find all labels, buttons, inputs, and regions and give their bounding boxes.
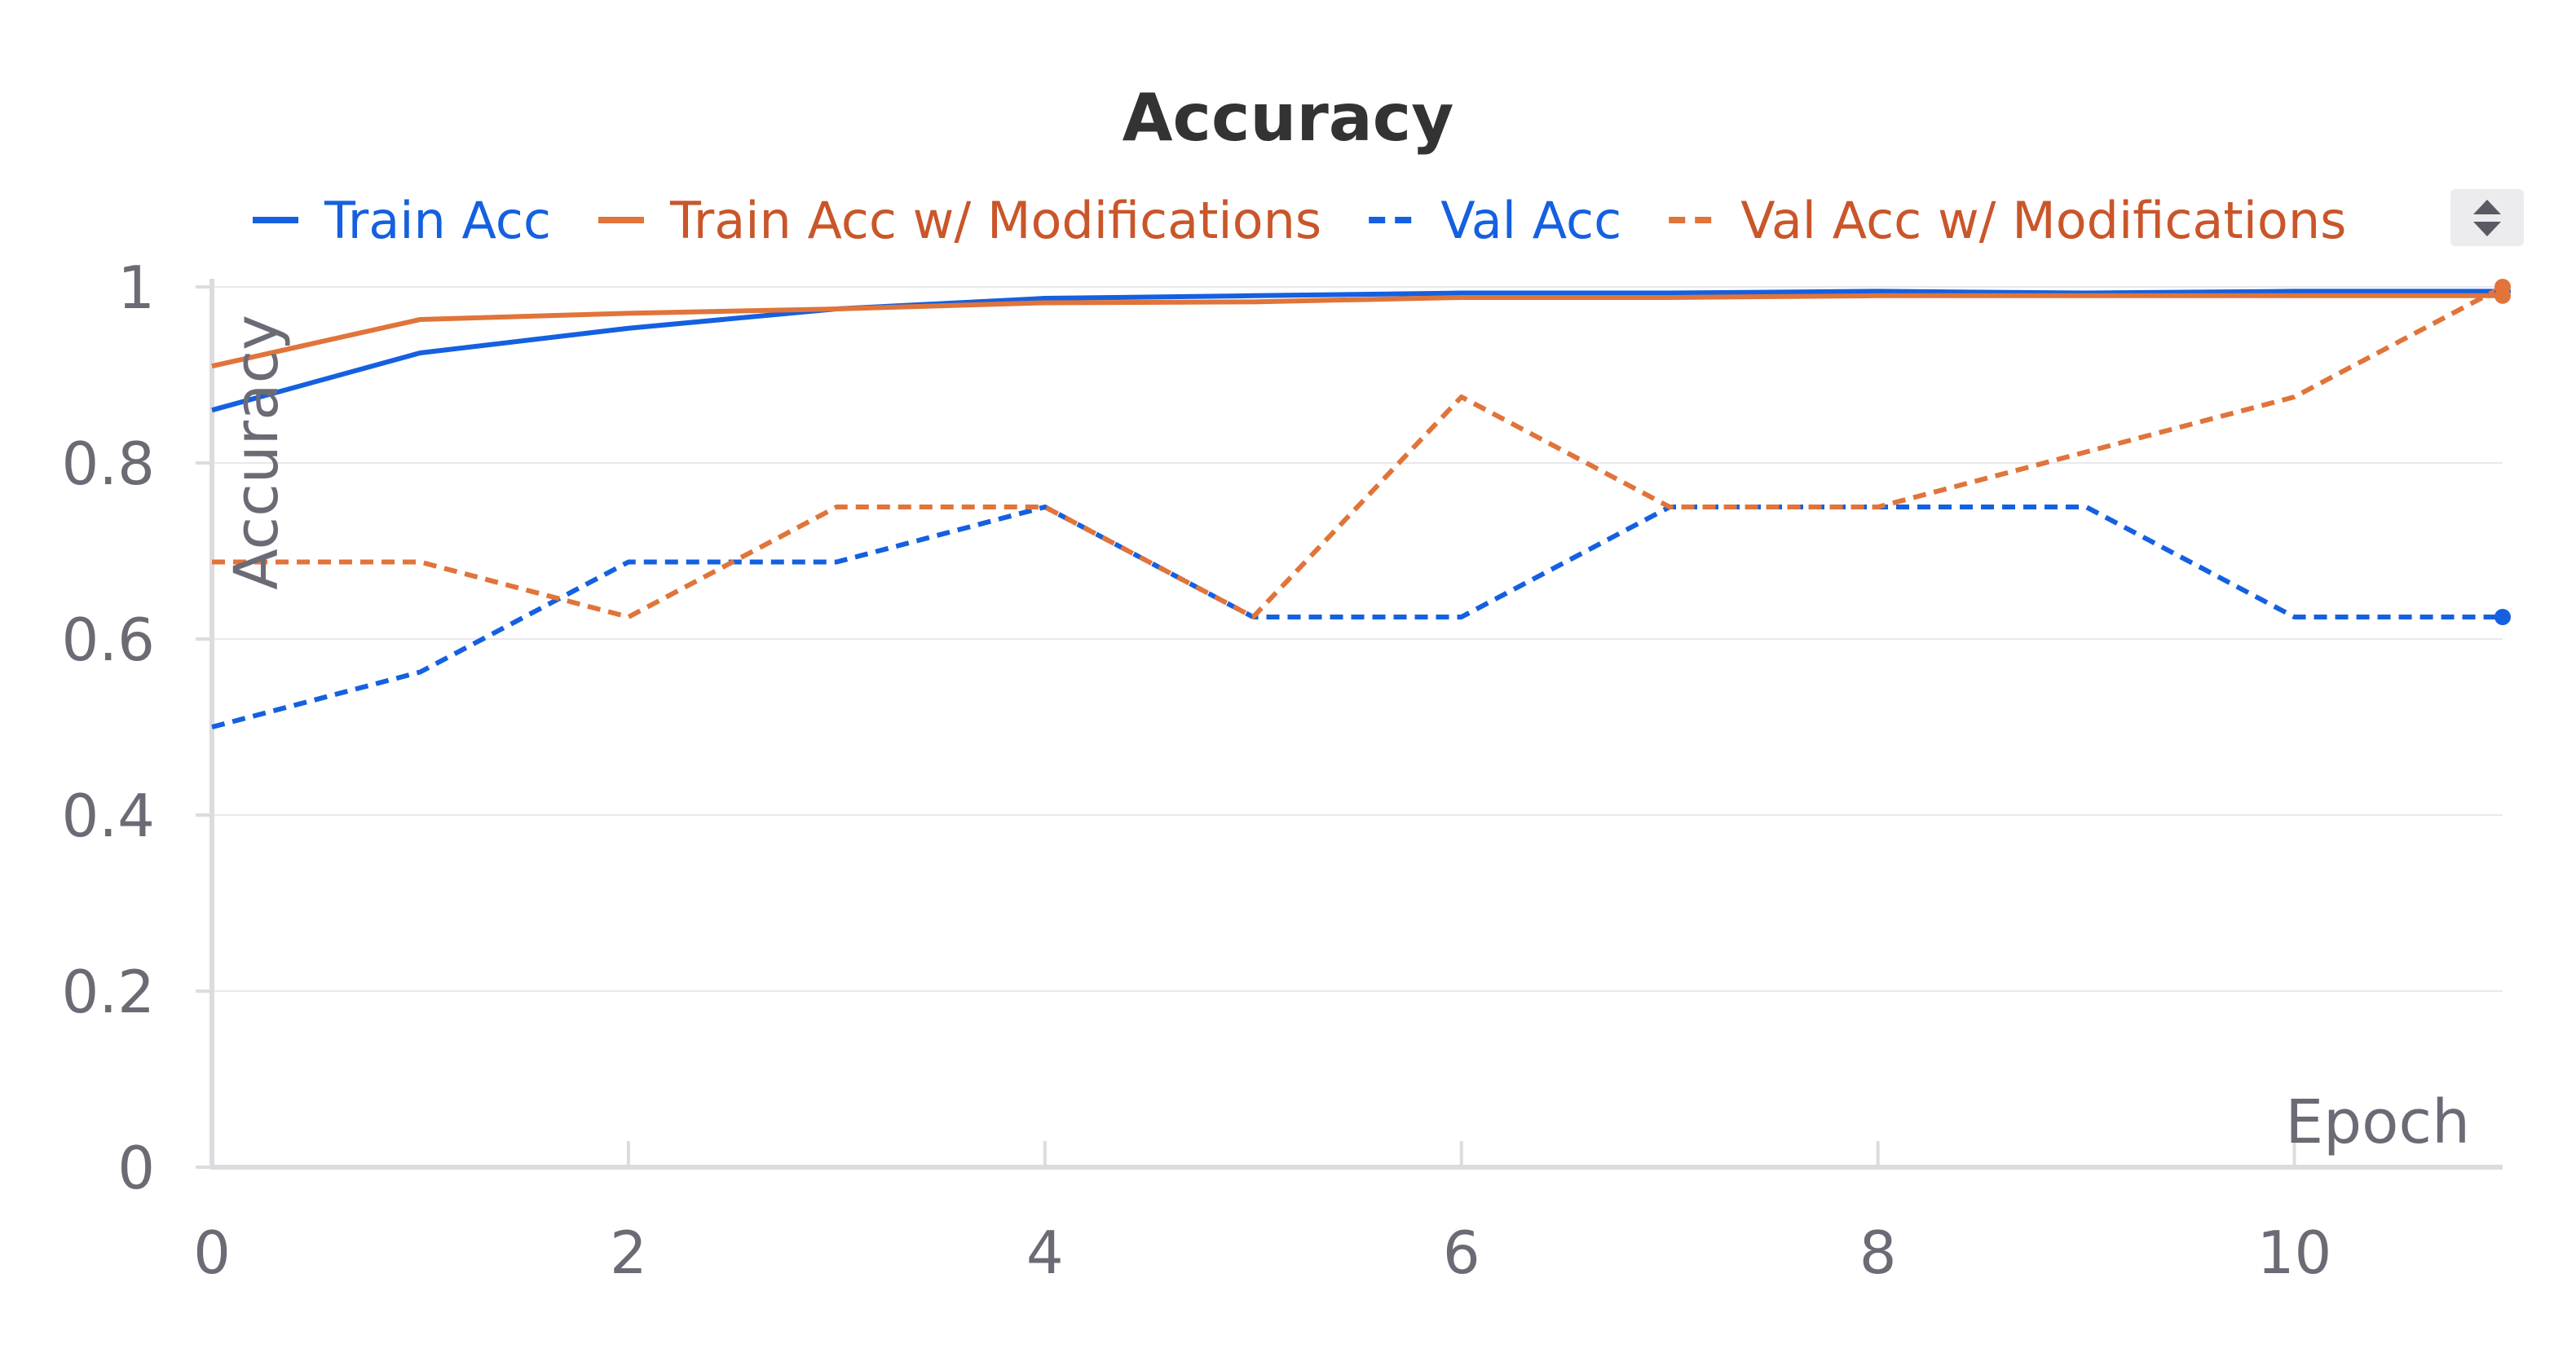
legend-item-val-acc[interactable]: Val Acc	[1369, 191, 1621, 250]
series-line-train-acc-w-modifications[interactable]	[211, 293, 2503, 369]
legend-item-train-acc-w-modifications[interactable]: Train Acc w/ Modifications	[598, 191, 1321, 250]
series-endpoint-val-acc[interactable]	[2494, 609, 2511, 625]
series-line-val-acc-w-modifications[interactable]	[212, 284, 2504, 619]
y-axis-label: Accuracy	[222, 315, 292, 590]
legend-label: Val Acc w/ Modifications	[1740, 191, 2346, 250]
series-line-train-acc[interactable]	[211, 289, 2503, 413]
legend: Train Acc Train Acc w/ Modifications Val A…	[253, 191, 2346, 250]
y-tick-label: 0	[117, 1134, 155, 1202]
x-tick-label: 0	[193, 1219, 231, 1287]
legend-item-val-acc-w-modifications[interactable]: Val Acc w/ Modifications	[1669, 191, 2346, 250]
legend-label: Train Acc	[324, 191, 551, 250]
series-lines	[211, 279, 2511, 729]
x-tick-label: 10	[2257, 1219, 2332, 1287]
sort-arrows-icon-down	[2473, 222, 2501, 236]
legend-scroll-background	[2450, 189, 2524, 246]
x-axis-label: Epoch	[2285, 1087, 2470, 1157]
sort-arrows-icon	[2473, 200, 2501, 214]
y-tick-label: 1	[117, 253, 155, 322]
tick-labels: 00.20.40.60.810 2 4 6 8 10	[61, 253, 2331, 1287]
axes	[196, 279, 2503, 1170]
y-tick-label: 0.8	[61, 430, 155, 498]
grid-lines	[212, 286, 2503, 992]
chart-title: Accuracy	[1123, 80, 1454, 156]
legend-item-train-acc[interactable]: Train Acc	[253, 191, 551, 250]
legend-scroll-control[interactable]	[2450, 189, 2524, 246]
y-tick-label: 0.2	[61, 958, 155, 1026]
legend-label: Val Acc	[1440, 191, 1621, 250]
series-line-val-acc[interactable]	[211, 505, 2503, 729]
y-tick-label: 0.4	[61, 782, 155, 850]
series-endpoint-val-acc-w-modifications[interactable]	[2494, 279, 2511, 295]
x-tick-label: 6	[1443, 1219, 1480, 1287]
x-tick-label: 4	[1026, 1219, 1064, 1287]
y-tick-label: 0.6	[61, 606, 155, 674]
legend-label: Train Acc w/ Modifications	[669, 191, 1321, 250]
x-tick-label: 2	[610, 1219, 647, 1287]
x-tick-label: 8	[1859, 1219, 1897, 1287]
